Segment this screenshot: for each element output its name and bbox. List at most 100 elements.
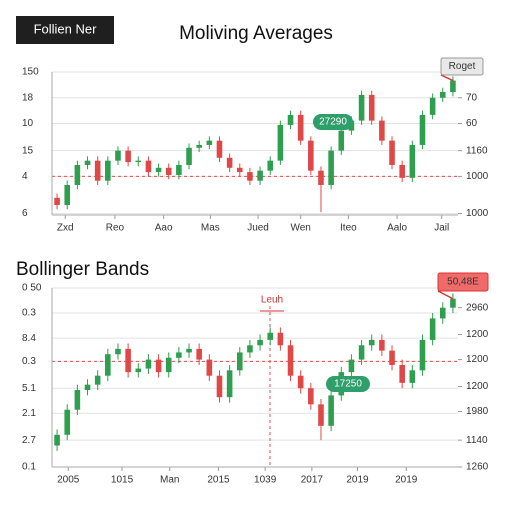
y2-tick-label: 1160 — [466, 145, 488, 156]
y2-tick-label: 60 — [466, 118, 478, 129]
annotation-pill — [326, 376, 370, 392]
y-tick-label: 4 — [22, 171, 28, 182]
candle-body — [145, 160, 152, 173]
y2-tick-label: 1000 — [466, 208, 489, 219]
x-tick-label: Mas — [201, 223, 220, 234]
candle-body — [297, 114, 304, 141]
x-tick-label: Wen — [290, 223, 310, 234]
badge-arrow — [437, 290, 454, 300]
candle-body — [277, 332, 284, 346]
x-tick-label: Jued — [247, 223, 269, 234]
candle-body — [419, 339, 426, 371]
y-tick-label: 15 — [22, 145, 34, 156]
candle-body — [308, 140, 314, 171]
candle-body — [155, 167, 162, 173]
candle-body — [115, 150, 121, 161]
badge — [440, 57, 484, 76]
annotation-pill — [313, 114, 353, 130]
candle-body — [328, 395, 334, 426]
y2-tick-label: 2960 — [466, 302, 489, 313]
candle-body — [236, 167, 243, 173]
candle-body — [165, 357, 172, 373]
y2-tick-label: 1200 — [466, 354, 489, 365]
candle-body — [419, 114, 426, 145]
candle-body — [429, 318, 436, 340]
candle-body — [277, 124, 284, 161]
candle-body — [338, 130, 345, 151]
candle-body — [196, 348, 202, 360]
y2-tick-label: 1200 — [466, 381, 489, 392]
y-tick-label: 0.1 — [22, 462, 36, 473]
x-tick-label: Zxd — [57, 223, 74, 234]
candle-body — [399, 164, 405, 178]
chart-title: Moliving Averages — [179, 23, 333, 44]
candle-body — [125, 348, 131, 373]
candle-body — [84, 384, 91, 391]
candle-body — [308, 388, 314, 405]
annotation: 27290 — [319, 117, 347, 128]
candle-body — [145, 359, 152, 369]
candle-body — [206, 359, 213, 376]
candle-body — [389, 140, 395, 165]
candle-body — [165, 167, 172, 175]
annotation: Leuh — [261, 295, 283, 306]
y2-tick-label: 1260 — [466, 462, 489, 473]
candle-body — [328, 150, 334, 185]
badge-arrow — [440, 74, 454, 82]
candle-body — [409, 370, 416, 383]
candle-body — [94, 160, 101, 181]
candle-body — [226, 157, 233, 168]
chart-title: Bollinger Bands — [16, 259, 149, 280]
candle-body — [267, 332, 274, 340]
candle-body — [135, 368, 142, 373]
candle-body — [450, 80, 456, 93]
y2-tick-label: 1200 — [466, 329, 489, 340]
x-tick-label: 2017 — [301, 475, 324, 486]
candle-body — [176, 164, 182, 175]
candle-body — [206, 140, 213, 145]
candle-body — [287, 114, 294, 125]
candle-body — [358, 94, 365, 121]
candle-body — [64, 409, 71, 435]
toolbar-button-label[interactable]: Follien Ner — [34, 21, 98, 36]
y-tick-label: 2.1 — [22, 408, 36, 419]
candle-body — [94, 375, 101, 385]
y2-tick-label: 1980 — [466, 406, 489, 417]
candle-body — [257, 339, 263, 346]
toolbar-button[interactable] — [16, 16, 114, 44]
x-tick-label: 2005 — [57, 475, 80, 486]
y-tick-label: 150 — [22, 67, 39, 78]
x-tick-label: 1015 — [111, 475, 134, 486]
candle-body — [368, 339, 375, 346]
candle-body — [358, 345, 365, 360]
candle-body — [429, 97, 436, 115]
x-tick-label: Reo — [106, 223, 125, 234]
candle-body — [196, 144, 202, 148]
x-tick-label: Jail — [434, 223, 449, 234]
badge-label: Roget — [449, 61, 476, 72]
y-tick-label: 2.7 — [22, 435, 36, 446]
x-tick-label: 2019 — [395, 475, 418, 486]
x-tick-label: Iteo — [340, 223, 357, 234]
candle-body — [287, 345, 294, 376]
candle-body — [247, 345, 253, 353]
y-tick-label: 18 — [22, 92, 34, 103]
candle-body — [409, 144, 416, 178]
y-tick-label: 6 — [22, 208, 28, 219]
annotation: 17250 — [334, 379, 362, 390]
y2-tick-label: 1000 — [466, 171, 489, 182]
candle-body — [247, 172, 253, 181]
y-tick-label: 5.1 — [22, 383, 36, 394]
candle-body — [379, 339, 385, 351]
y-tick-label: 0.3 — [22, 308, 36, 319]
y2-tick-label: 70 — [466, 92, 478, 103]
x-tick-label: 1039 — [254, 475, 277, 486]
candle-body — [54, 434, 60, 446]
candle-body — [318, 170, 324, 185]
candle-body — [155, 359, 162, 373]
candle-body — [439, 92, 446, 98]
candle-body — [74, 164, 81, 185]
y-tick-label: 10 — [22, 118, 34, 129]
